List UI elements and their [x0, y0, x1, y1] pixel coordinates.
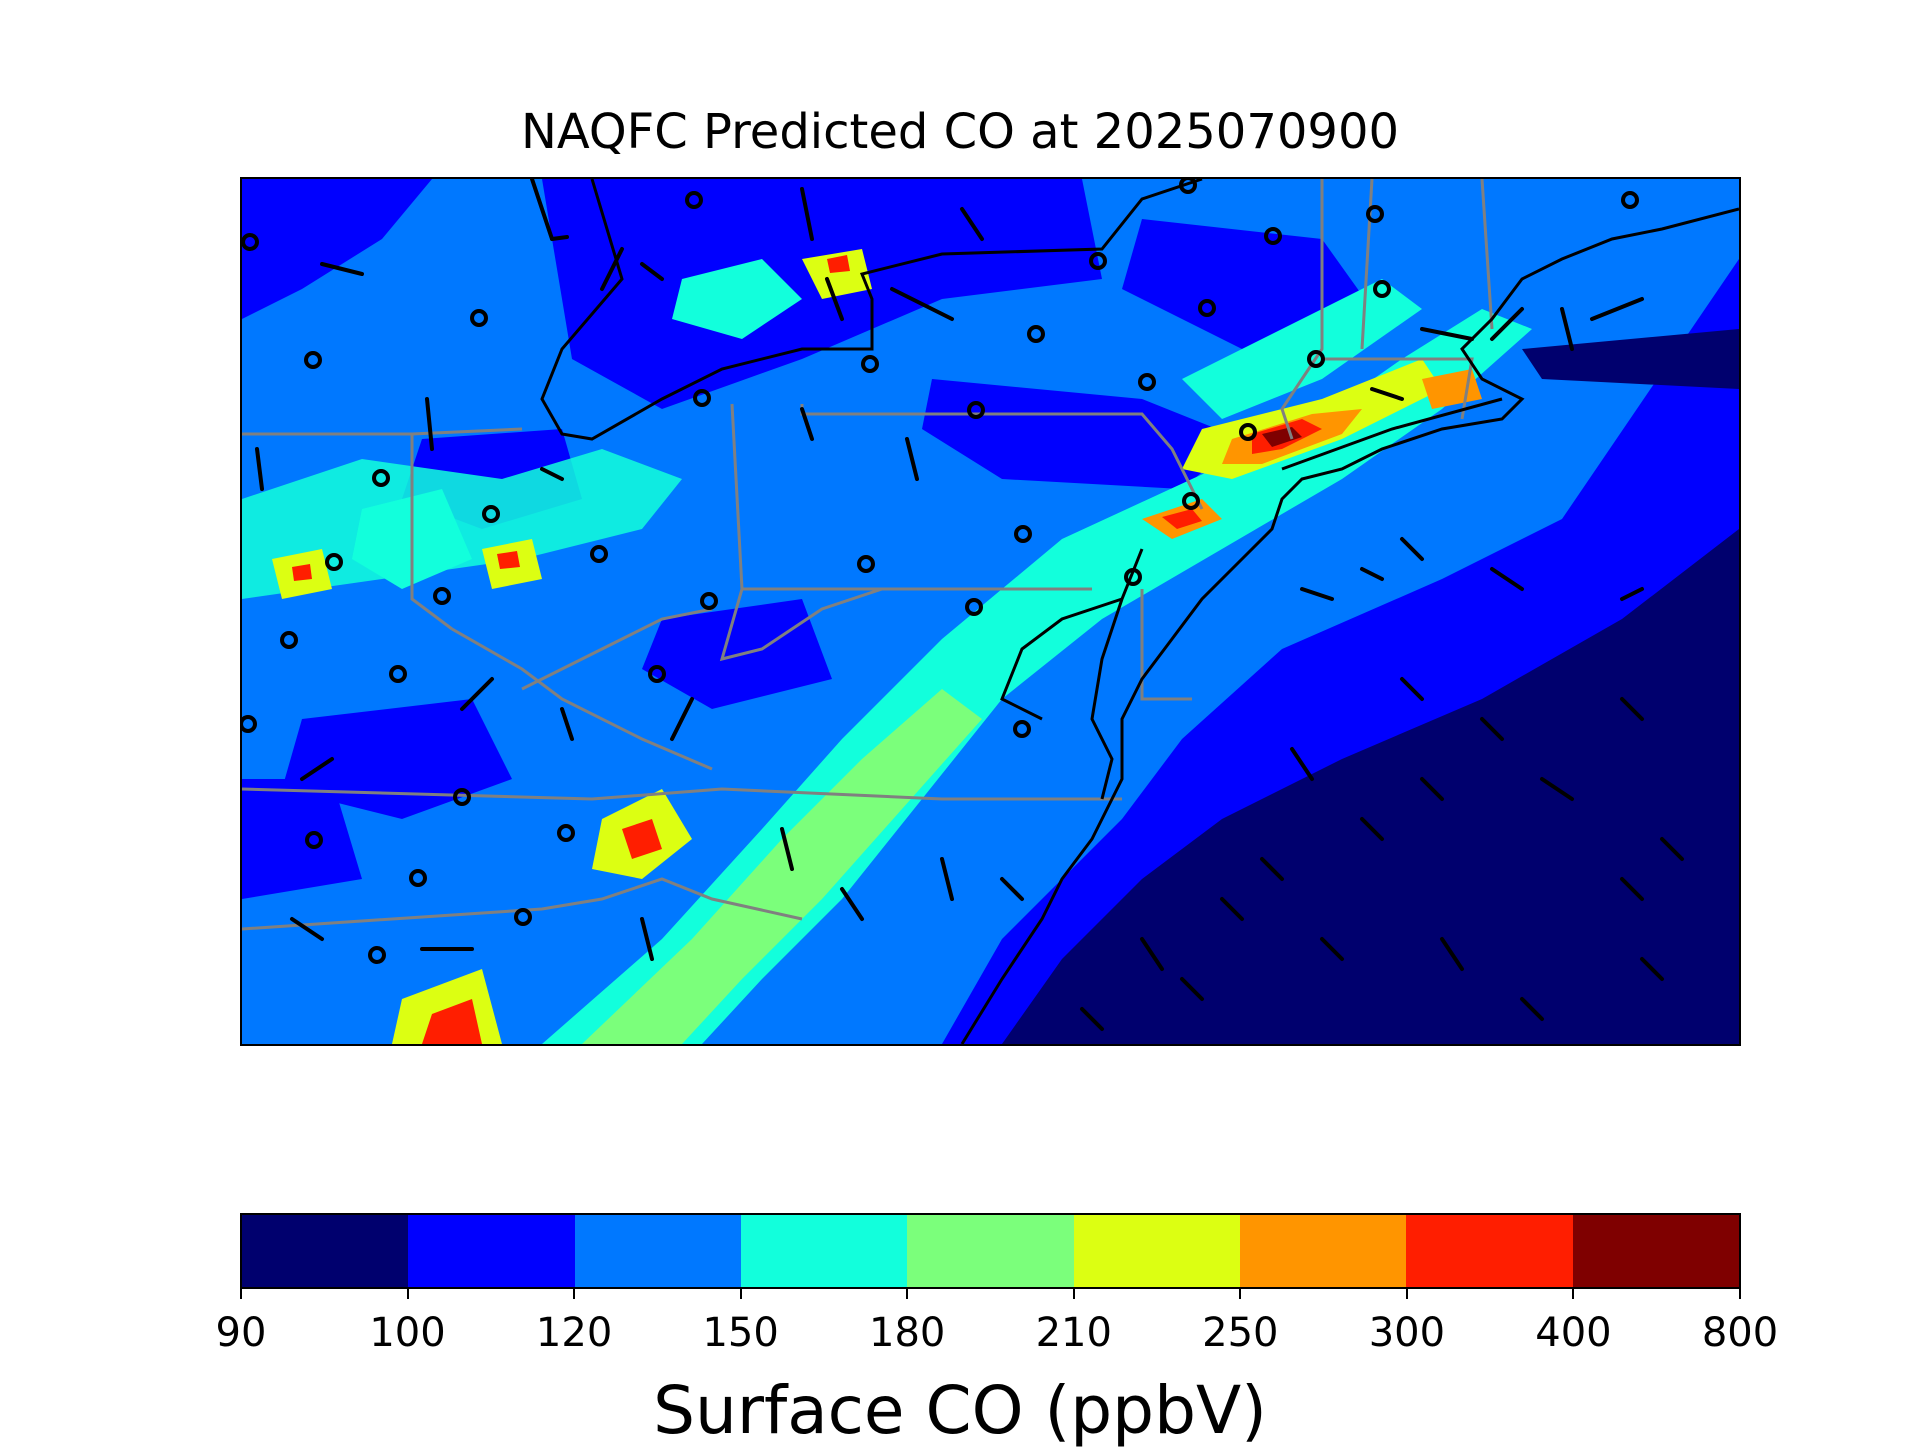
- colorbar-title: Surface CO (ppbV): [653, 1372, 1267, 1449]
- southwest-low: [282, 699, 512, 819]
- colorbar-segment: [1572, 1215, 1739, 1287]
- western-hotspot-red: [292, 564, 312, 581]
- northwest-low: [242, 179, 432, 319]
- colorbar-segment: [1073, 1215, 1240, 1287]
- colorbar-tick: [1072, 1289, 1075, 1299]
- state-boundaries: [242, 179, 1494, 931]
- ohio-hotspot-red: [497, 551, 520, 569]
- ny-hotspot-red: [827, 255, 850, 273]
- chart-title: NAQFC Predicted CO at 2025070900: [520, 104, 1400, 160]
- colorbar-tick-label: 300: [1368, 1310, 1446, 1356]
- ohio-valley-band: [242, 449, 682, 599]
- colorbar: [240, 1213, 1741, 1289]
- ocean-lowest-region: [1002, 529, 1739, 1044]
- colorbar-segment: [740, 1215, 908, 1287]
- colorbar-segment: [242, 1215, 409, 1287]
- colorbar-tick: [406, 1289, 409, 1299]
- colorbar-tick: [1239, 1289, 1242, 1299]
- colorbar-tick: [1572, 1289, 1575, 1299]
- colorbar-tick-label: 150: [702, 1310, 779, 1356]
- colorbar-tick-label: 800: [1701, 1310, 1779, 1356]
- colorbar-segment: [574, 1215, 741, 1287]
- ny-hotspot: [802, 249, 872, 299]
- colorbar-tick: [1739, 1289, 1741, 1299]
- green-band: [582, 689, 982, 1044]
- colorbar-tick-label: 90: [215, 1310, 267, 1356]
- wind-barbs: [255, 179, 1684, 1031]
- coastline: [540, 179, 1739, 1044]
- colorbar-tick-label: 120: [535, 1310, 613, 1356]
- colorbar-segment: [907, 1215, 1074, 1287]
- colorbar-tick: [739, 1289, 742, 1299]
- nc-hotspot-red: [622, 819, 662, 859]
- colorbar-segment: [408, 1215, 575, 1287]
- southwest-low-2: [242, 779, 362, 899]
- colorbar-tick-label: 250: [1202, 1310, 1279, 1356]
- colorbar-tick: [1405, 1289, 1408, 1299]
- ocean-lowest-region-2: [1522, 329, 1739, 389]
- boston-hotspot: [1422, 369, 1482, 409]
- co-concentration-map: [240, 177, 1741, 1046]
- northeast-band: [1182, 279, 1422, 419]
- colorbar-tick: [240, 1289, 242, 1299]
- philly-hotspot-red: [1162, 509, 1202, 529]
- colorbar-segment: [1406, 1215, 1573, 1287]
- colorbar-tick-label: 400: [1535, 1310, 1612, 1356]
- colorbar-tick-label: 210: [1035, 1310, 1112, 1356]
- colorbar-segment: [1239, 1215, 1407, 1287]
- upstate-band: [672, 259, 802, 339]
- colorbar-tick-label: 180: [869, 1310, 946, 1356]
- colorbar-tick: [906, 1289, 909, 1299]
- nyc-plume-dark: [1262, 427, 1302, 447]
- central-low: [922, 379, 1242, 489]
- colorbar-tick: [573, 1289, 576, 1299]
- colorbar-tick-label: 100: [369, 1310, 446, 1356]
- calm-wind-circles: [242, 179, 1639, 964]
- sw-hotspot-red: [422, 999, 482, 1044]
